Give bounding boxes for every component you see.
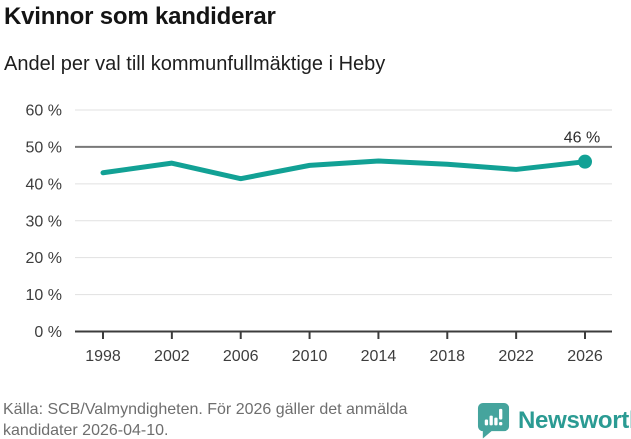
end-point-label: 46 %	[564, 130, 600, 147]
y-tick-label: 20 %	[26, 250, 62, 267]
data-line	[100, 158, 588, 182]
end-point-marker	[578, 154, 592, 169]
newsworthy-logo-link[interactable]: Newsworthy	[477, 402, 631, 439]
x-tick-label: 2006	[223, 348, 259, 365]
chart-subtitle: Andel per val till kommunfullmäktige i H…	[4, 53, 386, 75]
y-tick-label: 60 %	[26, 103, 62, 120]
x-tick-label: 2014	[361, 348, 397, 365]
newsworthy-bar-chart-bubble-icon	[477, 403, 510, 439]
chart-title: Kvinnor som kandiderar	[4, 3, 276, 30]
y-tick-label: 40 %	[26, 176, 62, 193]
x-tick-label: 1998	[85, 348, 121, 365]
newsworthy-wordmark: Newsworthy	[518, 406, 631, 434]
y-tick-label: 10 %	[26, 287, 62, 304]
x-tick-label: 2002	[154, 348, 190, 365]
x-tick-label: 2022	[498, 348, 534, 365]
y-tick-label: 50 %	[26, 139, 62, 156]
y-tick-label: 30 %	[26, 213, 62, 230]
y-tick-label: 0 %	[34, 324, 62, 341]
x-tick-label: 2026	[567, 348, 603, 365]
source-note: Källa: SCB/Valmyndigheten. För 2026 gäll…	[3, 401, 408, 439]
x-tick-label: 2018	[429, 348, 465, 365]
x-tick-label: 2010	[292, 348, 328, 365]
